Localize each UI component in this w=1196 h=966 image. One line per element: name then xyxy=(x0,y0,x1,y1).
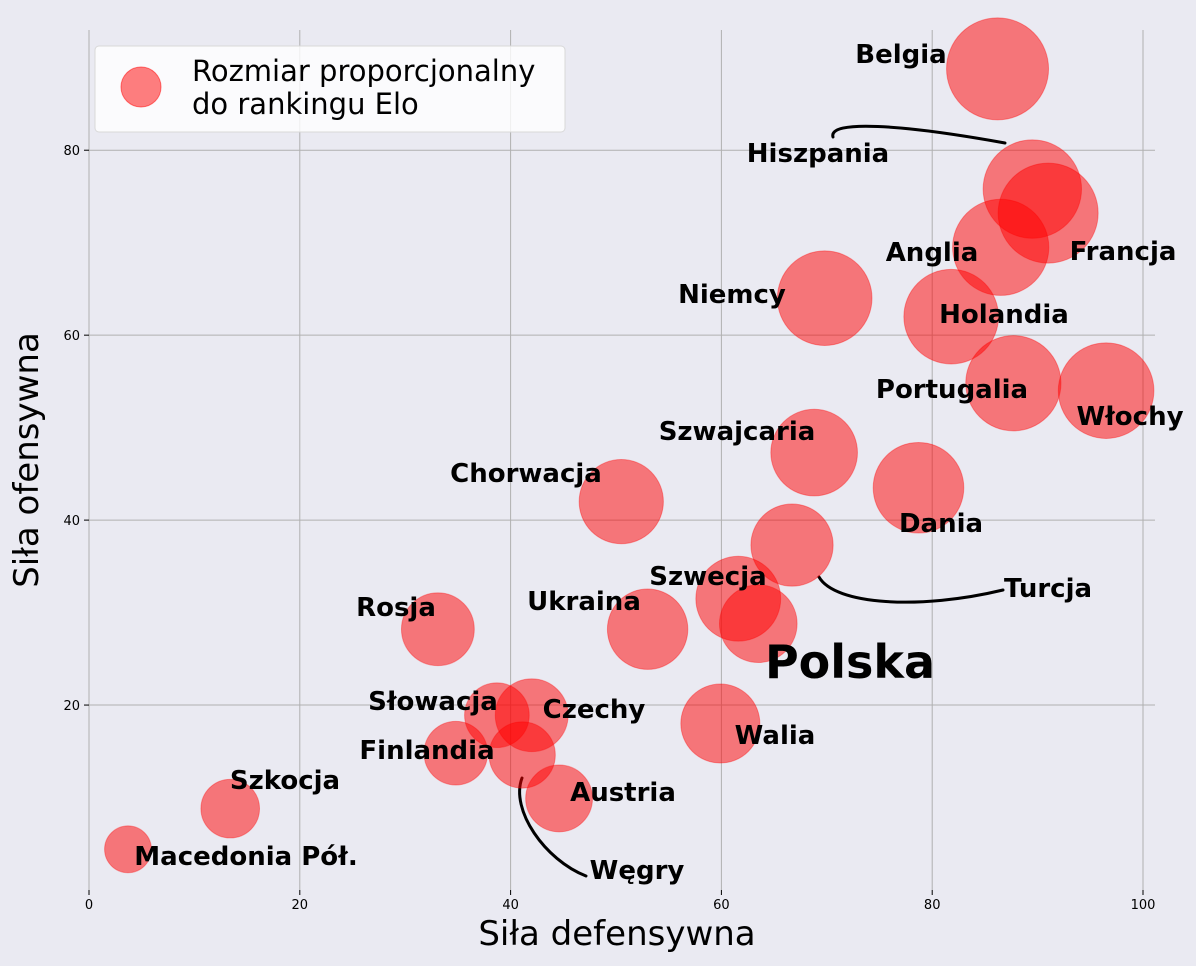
label-w-ochy: Włochy xyxy=(1076,402,1183,432)
point-chorwacja xyxy=(578,459,664,545)
callout-line xyxy=(831,124,1007,145)
callout-lines xyxy=(518,124,1007,878)
x-tick-label: 100 xyxy=(1131,898,1156,913)
point-holandia xyxy=(903,268,999,365)
label-szkocja: Szkocja xyxy=(230,766,340,796)
callout-line xyxy=(518,776,588,878)
y-axis-title: Siła ofensywna xyxy=(7,332,47,588)
label-francja: Francja xyxy=(1070,237,1177,267)
label-s-owacja: Słowacja xyxy=(368,687,498,717)
point-walia xyxy=(680,683,761,764)
x-tick-label: 0 xyxy=(85,898,93,913)
legend: Rozmiar proporcjonalny do rankingu Elo xyxy=(94,45,566,133)
label-w-gry: Węgry xyxy=(590,856,685,886)
x-tick-label: 20 xyxy=(292,898,309,913)
point-dania xyxy=(872,441,965,534)
label-ukraina: Ukraina xyxy=(527,587,641,617)
point-rosja xyxy=(400,592,475,667)
point-macedonia-p- xyxy=(104,825,152,874)
point-w-ochy xyxy=(1057,342,1155,439)
label-rosja: Rosja xyxy=(356,593,436,623)
label-niemcy: Niemcy xyxy=(678,280,786,310)
label-portugalia: Portugalia xyxy=(876,375,1028,405)
point-turcja xyxy=(750,503,834,587)
point-w-gry xyxy=(488,721,556,789)
label-polska: Polska xyxy=(765,635,935,689)
y-tick-label: 40 xyxy=(63,514,80,529)
label-dania: Dania xyxy=(899,509,983,539)
x-tick-labels: 0 20 40 60 80 100 xyxy=(85,890,1156,913)
x-tick-label: 60 xyxy=(713,898,730,913)
y-tick-labels: 20 40 60 80 xyxy=(63,144,89,714)
label-szwajcaria: Szwajcaria xyxy=(659,417,816,447)
label-finlandia: Finlandia xyxy=(359,736,494,766)
callout-line xyxy=(817,575,1005,604)
label-szwecja: Szwecja xyxy=(649,562,766,592)
legend-box xyxy=(94,45,566,133)
label-holandia: Holandia xyxy=(939,300,1069,330)
label-hiszpania: Hiszpania xyxy=(747,139,889,169)
label-macedonia-p-: Macedonia Pół. xyxy=(134,842,357,872)
y-tick-label: 20 xyxy=(63,699,80,714)
x-axis-title: Siła defensywna xyxy=(478,914,755,954)
point-labels: Belgia Hiszpania Francja Anglia Niemcy Holand… xyxy=(134,40,1183,886)
point-austria xyxy=(525,764,593,833)
point-belgia xyxy=(946,17,1050,121)
point-polska xyxy=(718,584,798,663)
point-finlandia xyxy=(423,720,489,786)
point-anglia xyxy=(952,198,1050,296)
label-walia: Walia xyxy=(735,721,816,751)
label-austria: Austria xyxy=(570,778,676,808)
point-ukraina xyxy=(606,588,689,670)
label-anglia: Anglia xyxy=(886,238,979,268)
y-tick-label: 60 xyxy=(63,329,80,344)
legend-line-1: Rozmiar proporcjonalny xyxy=(192,54,535,88)
legend-line-2: do rankingu Elo xyxy=(192,87,419,121)
y-tick-label: 80 xyxy=(63,144,80,159)
label-czechy: Czechy xyxy=(543,695,646,725)
legend-marker xyxy=(120,66,162,108)
x-tick-label: 40 xyxy=(502,898,519,913)
point-szwajcaria xyxy=(770,408,858,497)
label-turcja: Turcja xyxy=(1004,574,1092,604)
label-chorwacja: Chorwacja xyxy=(450,459,602,489)
point-niemcy xyxy=(776,250,873,346)
label-belgia: Belgia xyxy=(855,40,946,70)
point-szkocja xyxy=(200,778,261,839)
x-tick-label: 80 xyxy=(924,898,941,913)
data-points xyxy=(104,17,1155,874)
